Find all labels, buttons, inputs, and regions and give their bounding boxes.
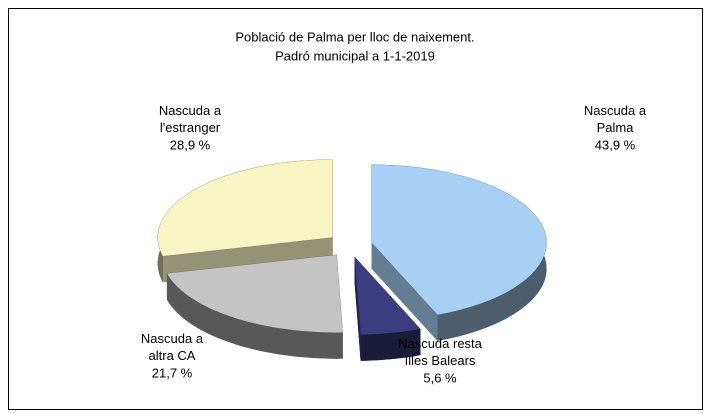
- value-label: 43,9 %: [595, 137, 636, 152]
- slice: [157, 159, 333, 257]
- label-line: Palma: [597, 120, 635, 135]
- slice-edge: [354, 256, 361, 361]
- label-line: Illes Balears: [405, 353, 476, 368]
- value-label: 28,9 %: [170, 137, 211, 152]
- slice-wall: [360, 329, 421, 361]
- slice: [166, 254, 344, 333]
- slice-label: Nascuda a Palma: [584, 103, 647, 135]
- value-label: 21,7 %: [152, 365, 193, 380]
- value-label: 5,6 %: [423, 370, 457, 385]
- label-line: Nascuda a: [159, 103, 222, 118]
- label-line: Nascuda a: [141, 331, 204, 346]
- slice-edge: [371, 242, 438, 341]
- chart-subtitle: Padró municipal a 1-1-2019: [275, 48, 435, 63]
- label-line: altra CA: [149, 348, 196, 363]
- frame: [8, 8, 703, 410]
- label-line: l'estranger: [160, 120, 221, 135]
- label-line: Nascuda a: [584, 103, 647, 118]
- slice-label: Nascuda a altra CA: [141, 331, 204, 363]
- slice-label: Nascuda a l'estranger: [159, 103, 222, 135]
- slice-wall: [166, 273, 343, 359]
- slice: [371, 164, 547, 316]
- slice: [354, 256, 422, 336]
- slice-label: Nascuda resta Illes Balears: [398, 336, 483, 368]
- label-line: Nascuda resta: [398, 336, 483, 351]
- chart-title: Població de Palma per lloc de naixement.: [235, 29, 474, 44]
